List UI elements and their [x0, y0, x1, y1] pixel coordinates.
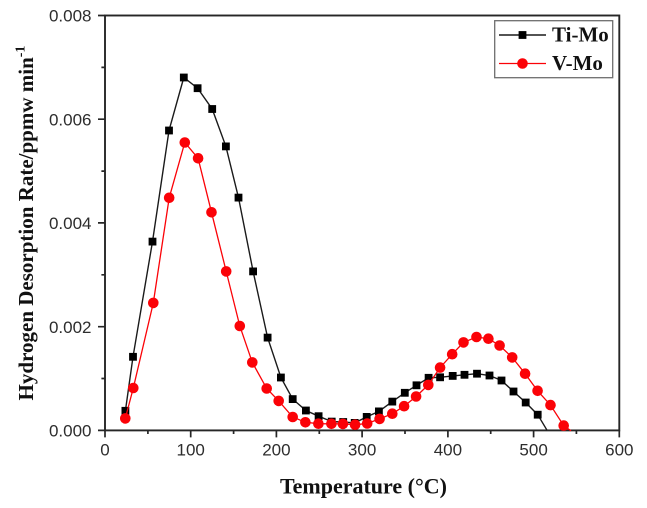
svg-text:Hydrogen Desorption Rate/ppmw: Hydrogen Desorption Rate/ppmw min-1 — [14, 46, 39, 401]
svg-text:600: 600 — [605, 441, 633, 460]
svg-text:100: 100 — [177, 441, 205, 460]
svg-text:0: 0 — [100, 441, 109, 460]
svg-text:Ti-Mo: Ti-Mo — [552, 23, 609, 47]
svg-text:0.002: 0.002 — [49, 318, 92, 337]
svg-text:500: 500 — [519, 441, 547, 460]
svg-text:0.004: 0.004 — [49, 214, 92, 233]
svg-text:V-Mo: V-Mo — [552, 51, 603, 75]
svg-text:400: 400 — [434, 441, 462, 460]
svg-text:200: 200 — [262, 441, 290, 460]
svg-text:300: 300 — [348, 441, 376, 460]
svg-text:0.008: 0.008 — [49, 7, 92, 26]
svg-text:Temperature (°C): Temperature (°C) — [280, 474, 447, 499]
svg-text:0.006: 0.006 — [49, 110, 92, 129]
svg-text:0.000: 0.000 — [49, 422, 92, 441]
